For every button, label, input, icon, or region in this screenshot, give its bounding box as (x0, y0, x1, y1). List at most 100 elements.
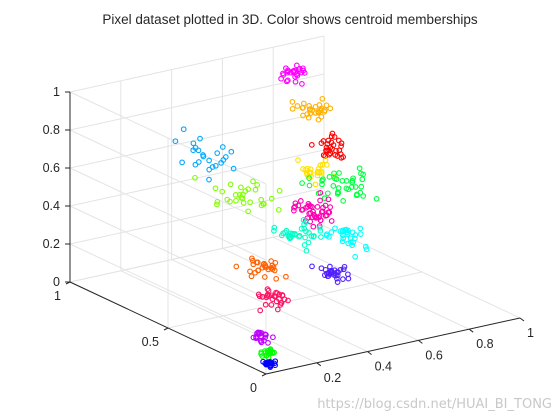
data-point (214, 150, 221, 156)
data-point (347, 235, 354, 242)
data-point (238, 184, 244, 191)
data-point (264, 360, 271, 366)
grid-line (69, 111, 325, 169)
data-point (247, 199, 253, 206)
data-point (270, 334, 276, 341)
data-point (290, 68, 297, 74)
data-point (339, 238, 346, 245)
data-point (254, 259, 261, 266)
data-point (318, 114, 325, 120)
data-point (322, 212, 329, 219)
data-point (269, 296, 276, 302)
data-point (315, 116, 322, 123)
chart-title: Pixel dataset plotted in 3D. Color shows… (102, 12, 477, 27)
z-tick-label: 0 (53, 275, 60, 289)
data-point (262, 301, 269, 308)
data-point (324, 190, 331, 197)
data-point (286, 232, 293, 239)
point-cluster (172, 126, 237, 183)
data-point (292, 203, 298, 210)
data-point (294, 103, 301, 109)
data-point (332, 225, 338, 232)
data-point (341, 263, 348, 270)
data-point (349, 229, 356, 236)
data-point (319, 161, 326, 168)
data-point (331, 170, 337, 177)
data-point (256, 331, 263, 337)
data-point (263, 352, 269, 359)
data-point (373, 195, 380, 202)
data-point (219, 144, 226, 150)
data-point (308, 142, 315, 148)
data-point (269, 266, 276, 273)
data-point (307, 166, 314, 173)
data-point (345, 186, 352, 193)
data-point (263, 361, 270, 367)
grid-line (69, 187, 325, 245)
data-point (239, 195, 246, 202)
data-point (317, 189, 324, 196)
data-point (315, 109, 322, 116)
data-point (299, 180, 305, 186)
y-tick-mark (261, 373, 267, 377)
data-point (335, 185, 342, 191)
y-tick-mark (163, 327, 169, 331)
data-point (260, 200, 266, 207)
data-point (220, 157, 227, 163)
data-point (289, 105, 296, 112)
z-tick-label: 0.8 (43, 123, 60, 137)
data-point (283, 273, 289, 280)
data-point (317, 162, 324, 169)
data-point (314, 204, 321, 210)
data-point (252, 186, 259, 193)
data-point (303, 228, 309, 235)
data-point (268, 258, 275, 264)
data-point (298, 207, 305, 213)
data-point (318, 265, 325, 272)
data-point (219, 188, 226, 195)
data-point (287, 235, 293, 242)
data-point (326, 174, 333, 180)
data-point (326, 209, 333, 216)
data-point (275, 207, 282, 213)
x-tick-mark (316, 362, 322, 367)
point-cluster (299, 165, 380, 204)
point-cluster (289, 95, 334, 123)
data-point (302, 167, 309, 173)
x-tick-mark (468, 328, 474, 333)
point-cluster (295, 157, 338, 188)
data-point (212, 162, 219, 169)
data-point (240, 200, 247, 206)
data-point (256, 293, 263, 300)
data-point (362, 243, 369, 250)
data-point (329, 146, 335, 152)
point-cluster (308, 130, 346, 161)
data-point (352, 184, 359, 190)
data-point (232, 192, 239, 198)
data-point (262, 331, 268, 338)
data-point (328, 218, 335, 224)
x-tick-mark (418, 339, 423, 344)
data-point (318, 234, 324, 240)
data-point (236, 191, 243, 198)
x-tick-label: 0.4 (375, 360, 392, 374)
data-point (305, 203, 311, 210)
x-tick-mark (519, 317, 525, 322)
data-point (308, 233, 315, 239)
data-point (299, 81, 305, 87)
point-cluster (250, 329, 276, 346)
grid-line (69, 129, 267, 223)
data-point (224, 196, 231, 203)
data-point (360, 193, 367, 199)
data-point (306, 210, 313, 217)
data-point (295, 202, 302, 209)
data-point (334, 275, 340, 282)
data-point (283, 78, 290, 85)
data-point (327, 204, 334, 210)
data-point (298, 225, 305, 232)
data-point (340, 235, 347, 242)
data-point (322, 157, 329, 164)
data-point (307, 106, 314, 112)
